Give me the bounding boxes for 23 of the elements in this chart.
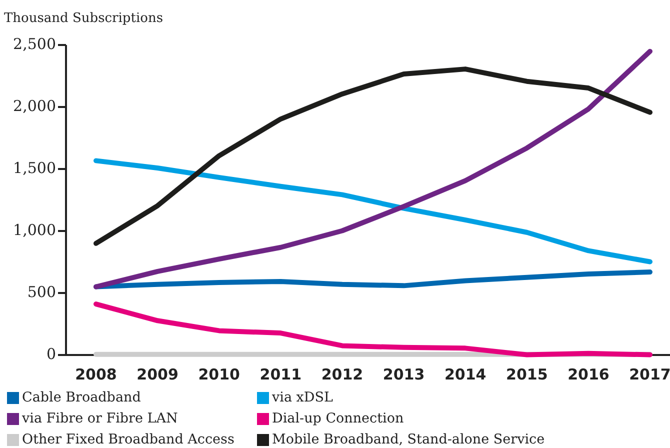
x-tick-label: 2012 (321, 366, 364, 384)
x-tick-label: 2016 (568, 366, 610, 384)
y-axis-title: Thousand Subscriptions (4, 11, 163, 26)
x-tick-label: 2017 (629, 366, 670, 384)
y-tick-label: 0 (46, 344, 56, 363)
x-tick-label: 2014 (444, 366, 486, 384)
x-tick-label: 2010 (198, 366, 240, 384)
x-tick-label: 2008 (75, 366, 117, 384)
x-tick-label: 2011 (260, 366, 302, 384)
y-tick-label: 500 (27, 282, 56, 301)
y-tick-label: 1,000 (13, 220, 56, 239)
legend-label: via Fibre or Fibre LAN (21, 410, 178, 426)
legend-label: via xDSL (271, 390, 333, 406)
legend-label: Dial-up Connection (272, 410, 404, 426)
y-tick-label: 2,000 (13, 96, 56, 115)
x-tick-label: 2015 (506, 366, 548, 384)
legend-label: Cable Broadband (22, 390, 142, 406)
y-tick-label: 2,500 (13, 34, 56, 53)
x-tick-label: 2013 (382, 366, 425, 384)
legend-label: Other Fixed Broadband Access (22, 432, 234, 448)
y-tick-label: 1,500 (13, 158, 56, 177)
legend-label: Mobile Broadband, Stand-alone Service (272, 432, 545, 448)
x-tick-label: 2009 (136, 366, 178, 384)
